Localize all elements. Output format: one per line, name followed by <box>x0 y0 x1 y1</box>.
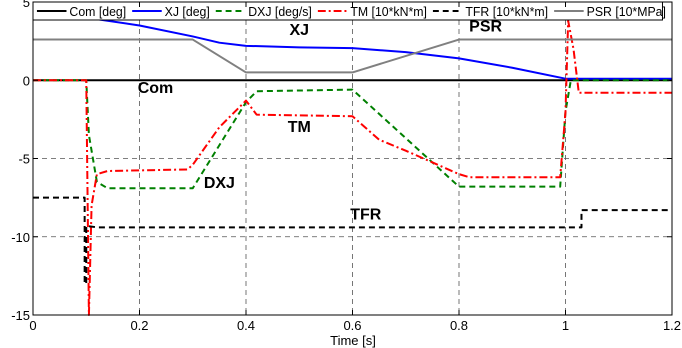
x-tick-label: 0.2 <box>130 318 148 333</box>
x-tick-label: 1.2 <box>663 318 681 333</box>
legend-label-3: DXJ [deg/s] <box>248 5 312 19</box>
legend-label-5: TFR [10*kN*m] <box>465 5 548 19</box>
y-tick-label: 0 <box>23 73 30 88</box>
legend-label-4: TM [10*kN*m] <box>350 5 427 19</box>
annotation-label: TFR <box>350 207 382 224</box>
series-layer <box>33 16 672 316</box>
legend-label-2: XJ [deg] <box>165 5 210 19</box>
y-tick-label: -5 <box>18 152 30 167</box>
legend-label-6: PSR [10*MPa] <box>587 5 666 19</box>
x-tick-label: 0.4 <box>237 318 255 333</box>
annotation-label: XJ <box>289 22 309 39</box>
series-line-5 <box>33 196 672 285</box>
x-tick-label: 0.6 <box>343 318 361 333</box>
annotation-layer: XJ PSR Com TM DXJ TFR <box>138 19 503 224</box>
series-line-3 <box>33 79 672 190</box>
legend: Com [deg] XJ [deg] DXJ [deg/s] TM [10*kN*m]… <box>32 1 666 21</box>
annotation-label: Com <box>138 80 174 97</box>
series-line-6 <box>33 38 672 74</box>
series-line-2 <box>33 16 672 80</box>
y-tick-label: -10 <box>11 230 30 245</box>
y-tick-label: 5 <box>23 0 30 10</box>
axes: 0 0.2 0.4 0.6 0.8 1 1.2 5 0 -5 -10 -15 <box>11 0 681 333</box>
x-tick-label: 0.8 <box>450 318 468 333</box>
series-line-4 <box>33 19 672 316</box>
x-tick-label: 0 <box>29 318 36 333</box>
annotation-label: TM <box>288 119 311 136</box>
x-tick-label: 1 <box>562 318 569 333</box>
legend-label-1: Com [deg] <box>69 5 126 19</box>
annotation-label: PSR <box>469 19 502 36</box>
x-axis-label: Time [s] <box>330 333 376 348</box>
annotation-label: DXJ <box>204 175 235 192</box>
y-tick-label: -15 <box>11 308 30 323</box>
